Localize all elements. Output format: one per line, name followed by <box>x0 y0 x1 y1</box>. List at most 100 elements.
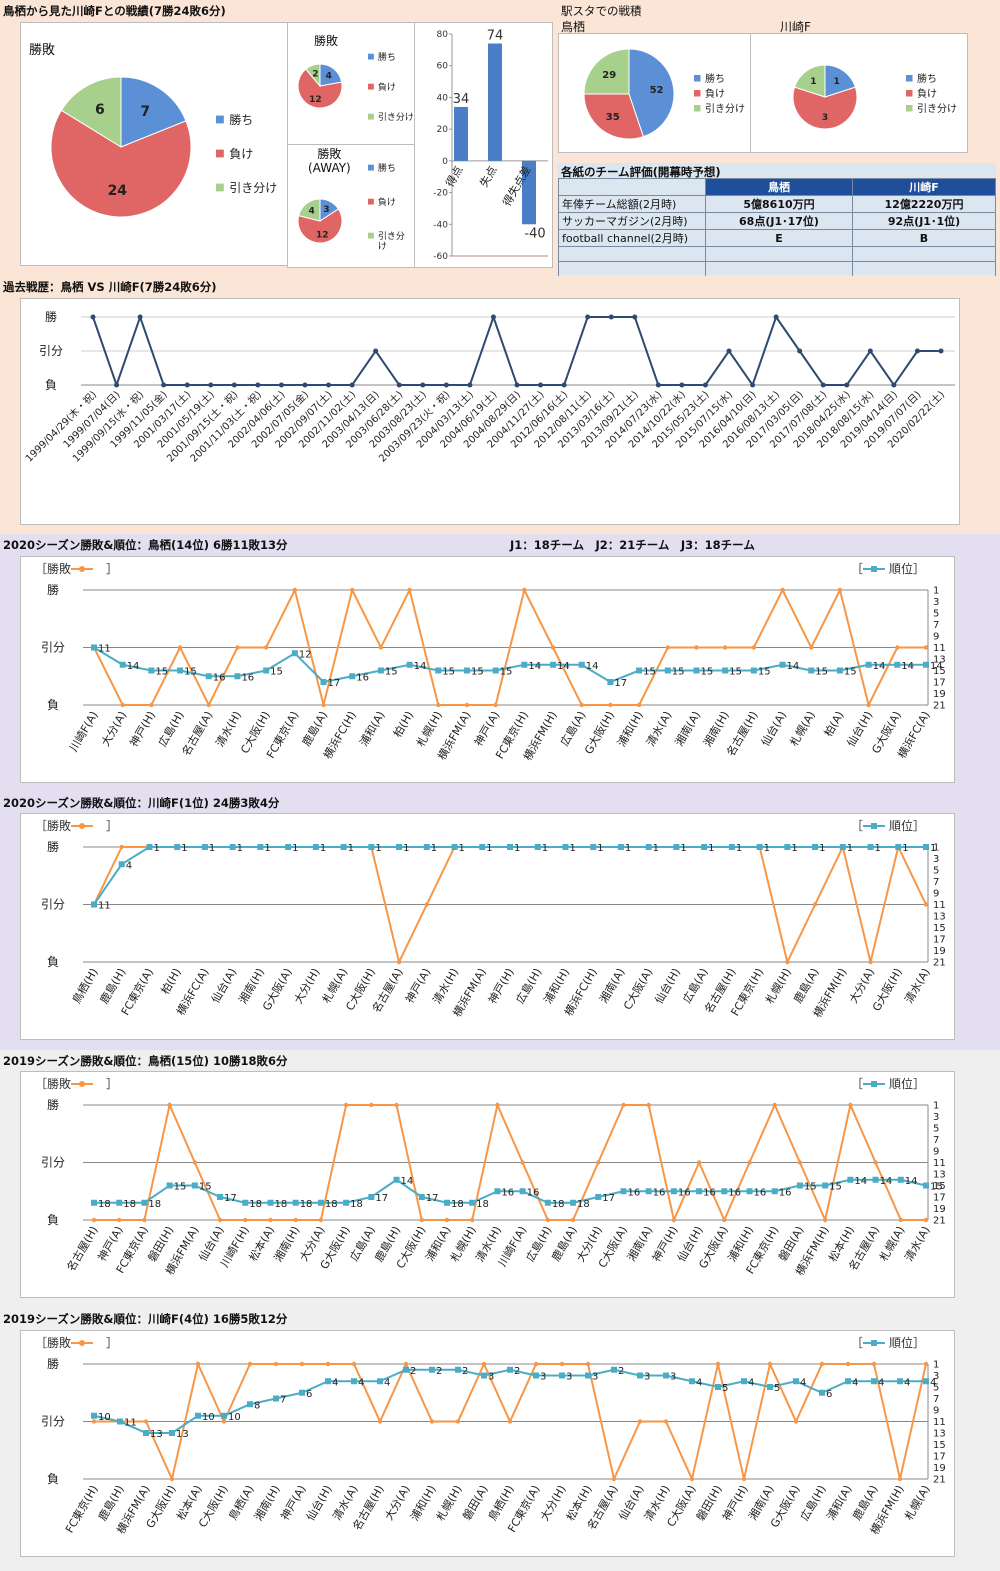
y-tick-label: 60 <box>437 62 449 72</box>
opponent-label: 湘南(H) <box>700 709 732 750</box>
rank-point <box>174 844 181 850</box>
rank-data-label: 11 <box>124 1418 137 1429</box>
opponent-label: 浦和(A) <box>357 709 387 749</box>
result-point <box>481 1361 487 1367</box>
rank-point <box>550 661 557 668</box>
rank-point <box>191 1182 198 1189</box>
rank-data-label: 18 <box>451 1199 464 1210</box>
rank-data-label: 2 <box>514 1366 520 1377</box>
y-tick-label: -60 <box>433 252 448 262</box>
rank-point <box>234 673 241 680</box>
rank-point <box>463 667 470 674</box>
rank-data-label: 15 <box>815 667 828 678</box>
rank-data-label: 4 <box>696 1377 702 1388</box>
result-point <box>369 1102 374 1108</box>
rank-point <box>118 861 125 868</box>
rank-point <box>292 1199 299 1206</box>
opponent-label: 札幌(A) <box>901 1483 932 1523</box>
legend-rank-label: 順位］ <box>889 1335 925 1350</box>
rank-data-label: 1 <box>264 843 270 854</box>
rank-point <box>91 1412 97 1419</box>
rank-point <box>396 844 403 850</box>
rank-data-label: 14 <box>787 661 800 672</box>
rank-data-label: 14 <box>127 661 140 672</box>
rank-point <box>146 844 153 850</box>
rank-data-label: 1 <box>375 843 381 854</box>
rank-data-label: 18 <box>552 1199 565 1210</box>
result-point <box>646 1102 651 1108</box>
rank-point <box>507 1366 513 1373</box>
result-point <box>621 1102 626 1108</box>
history-point <box>231 382 237 388</box>
result-point <box>871 1361 877 1367</box>
result-point <box>747 1160 752 1165</box>
result-point <box>169 1476 175 1482</box>
rank-data-label: 15 <box>844 667 857 678</box>
rank-tick-label: 1 <box>933 1101 939 1112</box>
rank-data-label: 1 <box>680 843 686 854</box>
season4-panel: ［勝敗 ］ ［ 順位］ 勝引分負 1 3 5 7 9 11 13 15 17 19 21 10 11 13 13 10 1… <box>20 1330 955 1557</box>
opponent-label: 神戸(H) <box>719 1483 751 1524</box>
history-point <box>349 382 355 388</box>
pie-value-label: 7 <box>140 104 150 120</box>
rank-data-label: 3 <box>644 1372 650 1383</box>
result-point <box>299 1361 305 1367</box>
rank-data-label: 12 <box>299 649 312 660</box>
legend-rank-label: 順位］ <box>889 818 925 833</box>
rank-point <box>793 1378 799 1385</box>
result-point <box>722 1217 727 1223</box>
result-point <box>848 1102 853 1108</box>
rank-data-label: 15 <box>184 667 197 678</box>
rank-data-label: 16 <box>501 1187 514 1198</box>
result-point <box>91 1419 97 1424</box>
result-point <box>785 959 790 965</box>
pie-slice <box>297 208 343 244</box>
result-axis-label: 勝 <box>47 1097 59 1112</box>
result-point <box>377 1419 383 1424</box>
result-point <box>809 645 814 650</box>
legend-rank-marker <box>871 566 877 572</box>
result-point <box>321 702 326 708</box>
result-point <box>559 1361 565 1367</box>
rank-data-label: 18 <box>300 1199 313 1210</box>
rank-point <box>534 844 541 850</box>
y-tick-label: 40 <box>437 93 449 103</box>
rank-data-label: 16 <box>703 1187 716 1198</box>
result-point <box>845 1361 851 1367</box>
rank-point <box>368 1194 375 1200</box>
rank-tick-label: 17 <box>933 1452 946 1463</box>
legend-label: 引き分け <box>229 181 277 195</box>
rank-data-label: 15 <box>174 1182 187 1193</box>
opponent-label: 清水(A) <box>902 1224 932 1264</box>
rank-data-label: 14 <box>557 661 570 672</box>
opponent-label: 広島(H) <box>797 1483 829 1524</box>
rank-data-label: 4 <box>852 1377 858 1388</box>
result-point <box>325 1361 331 1367</box>
eval-cell: 5億8610万円 <box>705 195 853 213</box>
rank-data-label: 2 <box>436 1366 442 1377</box>
station-left-panel: 52 35 29 勝ち 負け 引き分け <box>558 33 752 153</box>
top-title: 鳥栖から見た川崎Fとの戦績(7勝24敗6分) <box>3 4 226 18</box>
result-point <box>533 1361 539 1367</box>
result-point <box>715 1361 721 1367</box>
history-point <box>114 382 120 388</box>
rank-tick-label: 5 <box>933 609 939 620</box>
result-point <box>822 1217 828 1223</box>
opponent-label: 仙台(H) <box>651 966 683 1007</box>
eval-cell: football channel(2月時) <box>558 229 706 247</box>
result-point <box>243 1217 248 1223</box>
rank-point <box>897 1176 904 1183</box>
rank-tick-label: 21 <box>933 958 946 969</box>
rank-tick-label: 7 <box>933 620 939 631</box>
history-point <box>655 382 661 388</box>
eval-cell <box>558 246 706 262</box>
opponent-label: 浦和(H) <box>615 709 646 749</box>
rank-data-label: 1 <box>431 843 437 854</box>
rank-point <box>722 667 729 674</box>
opponent-label: 大分(A) <box>846 966 877 1006</box>
rank-point <box>673 844 680 850</box>
evaluation-table: 鳥栖 川崎F 年俸チーム総額(2月時) 5億8610万円 12億2220万円 サッカ… <box>558 178 996 277</box>
rank-point <box>263 667 270 674</box>
result-series-line <box>94 1101 926 1224</box>
